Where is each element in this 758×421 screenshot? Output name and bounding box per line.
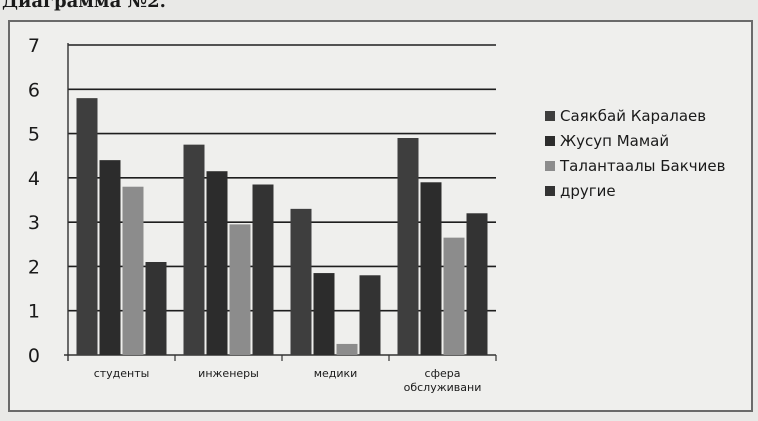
legend-label: другие [560,182,616,200]
bar [313,273,335,355]
y-tick-label: 0 [28,345,40,367]
bar [145,262,167,355]
figure-caption: Диаграмма №2. [2,0,166,12]
bar [420,182,442,355]
bar [229,224,251,355]
bar-chart: 0 1 2 3 4 5 6 7 студенты инженеры медики сфераобслу… [28,35,726,394]
bar [99,160,121,355]
x-tick-label: медики [314,367,358,380]
y-tick-label: 1 [28,301,40,323]
chart-frame: 0 1 2 3 4 5 6 7 студенты инженеры медики сфера обслу… [8,20,753,412]
bar [443,237,465,355]
y-tick-label: 6 [28,79,40,101]
x-tick-label: обслуживани [404,381,482,394]
x-tick-label: студенты [94,367,150,380]
legend-label: Талантаалы Бакчиев [559,157,725,175]
bar [290,208,312,355]
bar [122,186,144,355]
y-tick-label: 5 [28,124,40,146]
y-tick-label: 7 [28,35,40,57]
legend-swatch [545,111,555,121]
legend-label: Жусуп Мамай [560,132,669,150]
bar [397,138,419,355]
legend-swatch [545,186,555,196]
bar [359,275,381,355]
bar [466,213,488,355]
x-tick-label: инженеры [198,367,259,380]
bar [252,184,274,355]
bar [206,171,228,355]
bar [336,343,358,355]
bar [183,144,205,355]
y-tick-label: 3 [28,212,40,234]
legend-swatch [545,136,555,146]
legend-label: Саякбай Каралаев [560,107,706,125]
bar [76,98,98,356]
legend-swatch [545,161,555,171]
y-tick-label: 4 [28,168,40,190]
y-tick-label: 2 [28,256,40,278]
x-tick-label: сфера [425,367,461,380]
